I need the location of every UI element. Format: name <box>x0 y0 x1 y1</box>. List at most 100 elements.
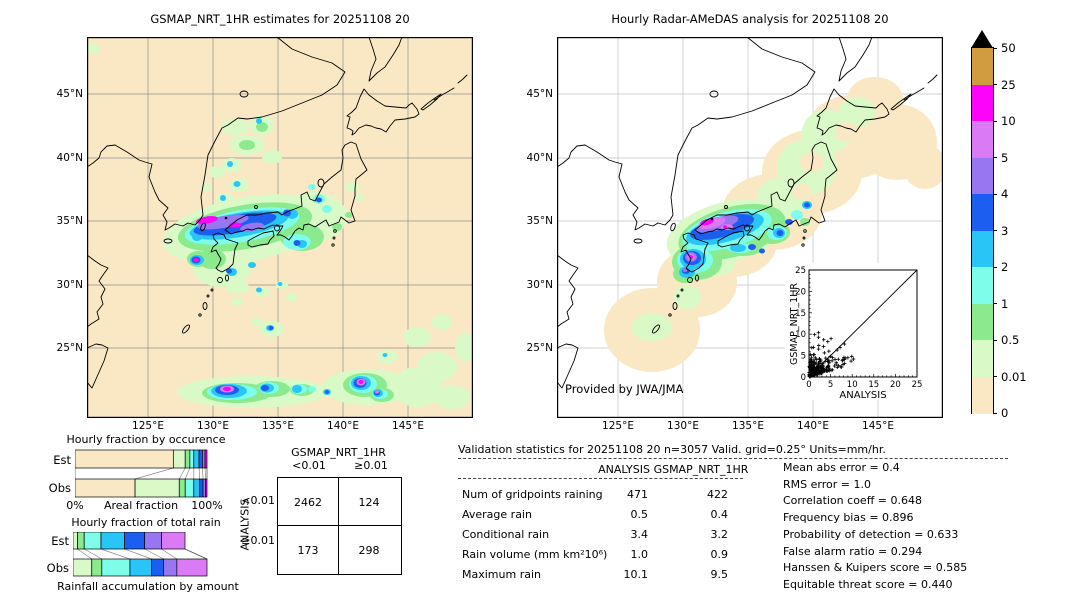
colorbar-tick-label: 2 <box>1001 260 1009 274</box>
stats-table-row: Maximum rain 10.1 9.5 <box>462 568 728 581</box>
stats-table-row: Average rain 0.5 0.4 <box>462 508 728 521</box>
colorbar-tick-mark <box>993 157 997 158</box>
colorbar <box>971 47 994 414</box>
contingency-row-label: <0.01 <box>241 494 275 507</box>
stats-table-row: Conditional rain 3.4 3.2 <box>462 528 728 541</box>
totalrain-bars <box>73 532 208 577</box>
colorbar-tick-mark <box>993 303 997 304</box>
gsmap-precipitation-map <box>87 37 473 418</box>
dashed-divider <box>458 478 743 479</box>
colorbar-segment <box>972 157 993 195</box>
colorbar-segment <box>972 303 993 341</box>
contingency-col-label: ≥0.01 <box>354 459 388 472</box>
colorbar-segment <box>972 48 993 85</box>
inset-y-tick: 0 <box>801 373 806 383</box>
lon-label: 130°E <box>667 420 699 432</box>
lon-label: 145°E <box>862 420 894 432</box>
colorbar-tick-label: 1 <box>1001 296 1009 311</box>
colorbar-tick-label: 3 <box>1001 223 1009 238</box>
stats-header: Validation statistics for 20251108 20 n=… <box>458 443 886 456</box>
inset-y-tick: 15 <box>795 309 806 319</box>
inset-x-tick: 5 <box>828 380 833 390</box>
colorbar-tick-label: 0.01 <box>1001 369 1027 384</box>
colorbar-segment <box>972 267 993 304</box>
colorbar-tick-label: 0.5 <box>1001 333 1020 347</box>
metric-row: Hanssen & Kuipers score = 0.585 <box>783 561 968 575</box>
colorbar-tick-label: 0 <box>1001 406 1009 420</box>
colorbar-ticks: 50 25 10 5 4 3 2 1 0.5 0.01 0 <box>993 41 1043 420</box>
lon-label: 140°E <box>797 420 829 432</box>
lon-label: 135°E <box>262 420 294 432</box>
left-map-title: GSMAP_NRT_1HR estimates for 20251108 20 <box>150 12 410 26</box>
colorbar-tick-label: 4 <box>1001 187 1009 201</box>
lat-label: 30°N <box>526 279 553 291</box>
lon-label: 125°E <box>602 420 634 432</box>
occurrence-title: Hourly fraction by occurence <box>66 433 226 446</box>
contingency-cell: 2462 <box>294 496 322 509</box>
lat-label: 40°N <box>56 152 83 164</box>
radar-amedas-map: 0 5 10 15 20 25 0 5 10 15 20 25 ANALYSIS GSMAP_NRT… <box>557 37 943 418</box>
scatter-inset: 0 5 10 15 20 25 0 5 10 15 20 25 ANALYSIS GSMAP_NRT… <box>785 263 943 401</box>
est-label: Est <box>51 534 69 548</box>
est-label: Est <box>53 453 71 467</box>
lon-label: 135°E <box>732 420 764 432</box>
inset-x-tick: 20 <box>890 380 901 390</box>
obs-label: Obs <box>48 481 71 495</box>
metric-row: False alarm ratio = 0.294 <box>783 544 923 558</box>
colorbar-segment <box>972 121 993 158</box>
inset-y-tick: 25 <box>795 266 806 276</box>
right-map-title: Hourly Radar-AMeDAS analysis for 2025110… <box>611 12 889 26</box>
colorbar-tick-mark <box>993 84 997 85</box>
coastlines <box>87 37 468 389</box>
scatter-points <box>807 330 856 379</box>
axis-100pct: 100% <box>191 499 223 512</box>
lat-label: 30°N <box>56 279 83 291</box>
metric-row: Frequency bias = 0.896 <box>783 511 914 525</box>
colorbar-overflow-triangle <box>971 30 993 48</box>
axis-0pct: 0% <box>66 499 84 512</box>
inset-y-tick: 20 <box>795 287 806 297</box>
contingency-col-label: <0.01 <box>292 459 326 472</box>
colorbar-tick-mark <box>993 47 997 49</box>
stats-table-row: Num of gridpoints raining 471 422 <box>462 488 728 501</box>
stats-col-analysis: ANALYSIS <box>598 463 650 476</box>
metric-row: Equitable threat score = 0.440 <box>783 577 953 591</box>
lat-label: 35°N <box>56 215 83 227</box>
stats-table-row: Rain volume (mm km²10⁶) 1.0 0.9 <box>462 548 728 561</box>
dashed-divider <box>458 458 1008 459</box>
contingency-cell: 124 <box>358 496 380 509</box>
stats-col-gsmap: GSMAP_NRT_1HR <box>653 463 749 476</box>
contingency-cell: 173 <box>297 544 319 557</box>
lat-label: 45°N <box>56 88 83 100</box>
metric-row: Correlation coeff = 0.648 <box>783 494 922 508</box>
contingency-cell: 298 <box>358 544 380 557</box>
colorbar-segment <box>972 84 993 122</box>
inset-x-tick: 15 <box>868 380 879 390</box>
colorbar-tick-mark <box>993 230 997 231</box>
axis-areal-fraction: Areal fraction <box>103 499 179 512</box>
inset-y-tick: 5 <box>801 352 806 362</box>
inset-x-tick: 0 <box>806 380 811 390</box>
colorbar-tick-mark <box>993 266 997 268</box>
colorbar-tick-label: 10 <box>1001 114 1016 128</box>
colorbar-tick-mark <box>993 120 997 122</box>
lat-label: 25°N <box>56 342 83 354</box>
inset-x-tick: 10 <box>847 380 858 390</box>
lat-label: 40°N <box>526 152 553 164</box>
coastlines <box>557 37 938 389</box>
colorbar-tick-label: 5 <box>1001 150 1009 165</box>
right-map-rain-blobs <box>666 198 812 283</box>
colorbar-tick-mark <box>993 339 997 341</box>
colorbar-segment <box>972 230 993 268</box>
lon-label: 125°E <box>132 420 164 432</box>
lon-label: 130°E <box>197 420 229 432</box>
colorbar-tick-mark <box>993 376 997 377</box>
colorbar-tick-label: 50 <box>1001 41 1016 55</box>
metric-row: Probability of detection = 0.633 <box>783 527 959 541</box>
colorbar-segment <box>972 194 993 231</box>
inset-x-tick: 25 <box>912 380 923 390</box>
lat-label: 45°N <box>526 88 553 100</box>
occurrence-bars <box>75 449 208 498</box>
colorbar-tick-label: 25 <box>1001 77 1016 92</box>
contingency-col-title: GSMAP_NRT_1HR <box>291 446 386 459</box>
